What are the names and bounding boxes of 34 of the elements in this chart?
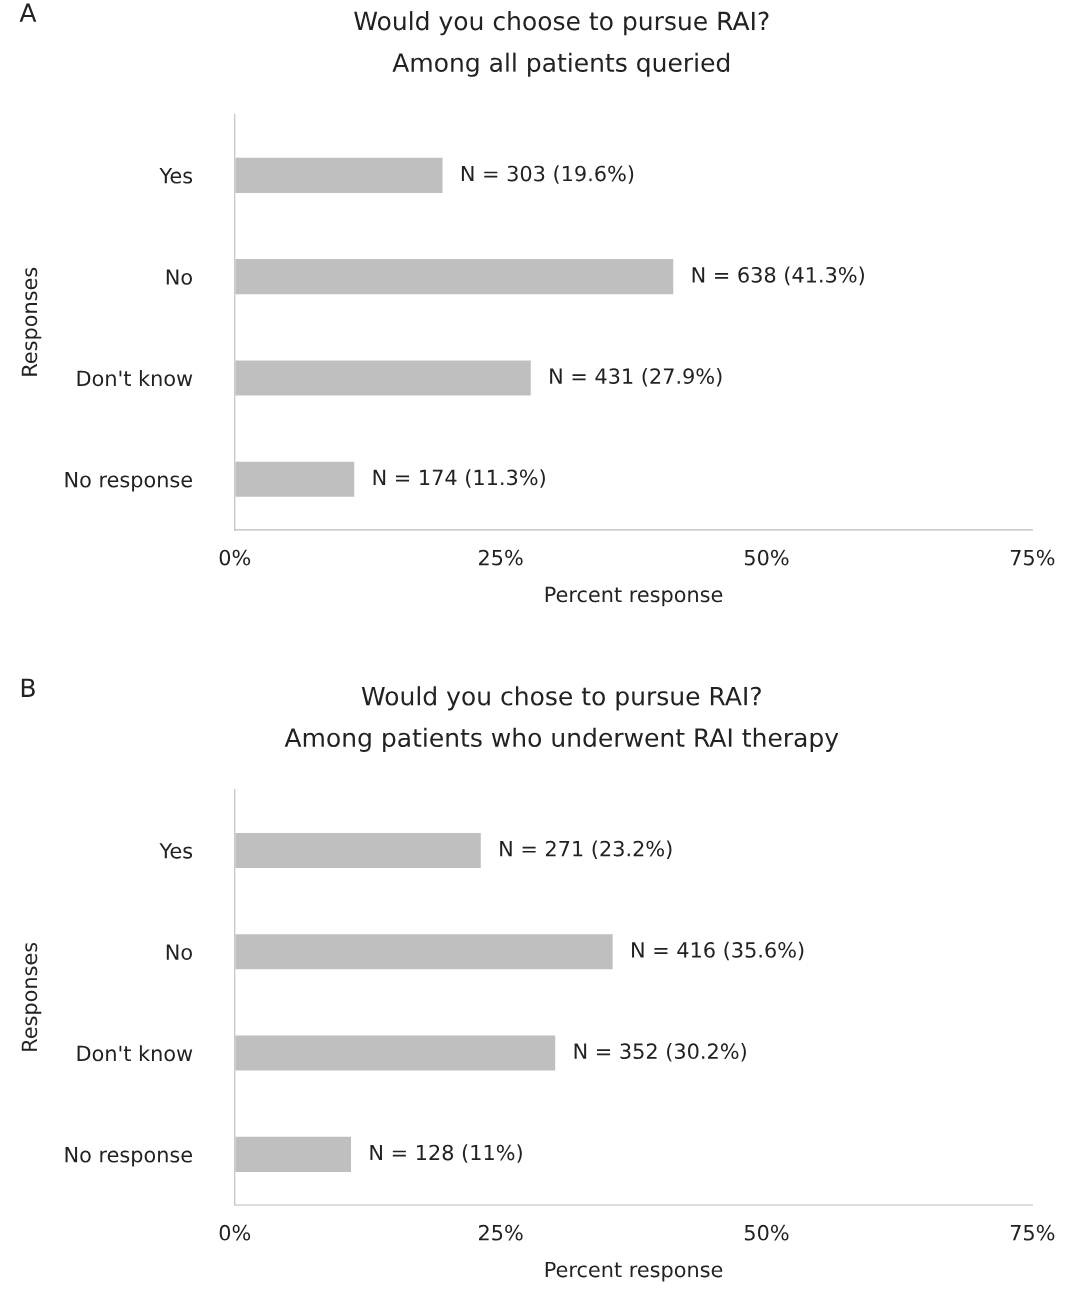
data-label: N = 174 (11.3%) bbox=[373, 469, 545, 488]
y-tick-label: No bbox=[166, 944, 192, 960]
y-tick-label: No response bbox=[65, 1147, 192, 1167]
x-tick-label: 25% bbox=[479, 549, 523, 566]
x-tick-label: 50% bbox=[744, 549, 789, 566]
chart-title: Would you choose to pursue RAI? bbox=[354, 11, 769, 36]
chart-subtitle: Among patients who underwent RAI therapy bbox=[284, 727, 839, 752]
data-label: N = 431 (27.9%) bbox=[550, 367, 722, 387]
data-label: N = 352 (30.2%) bbox=[574, 1042, 746, 1062]
data-label: N = 271 (23.2%) bbox=[500, 840, 672, 859]
x-tick-label: 75% bbox=[1010, 549, 1055, 566]
x-tick-label: 0% bbox=[219, 549, 251, 566]
data-label: N = 128 (11%) bbox=[370, 1144, 522, 1163]
y-tick-label: No response bbox=[65, 471, 192, 492]
y-tick-label: Yes bbox=[159, 168, 193, 184]
x-axis-title: Percent response bbox=[545, 1261, 723, 1282]
y-axis-title: Responses bbox=[21, 267, 42, 376]
x-tick-label: 75% bbox=[1010, 1224, 1055, 1241]
data-label: N = 638 (41.3%) bbox=[692, 266, 864, 286]
y-tick-label: Don't know bbox=[77, 370, 193, 387]
text: A bbox=[19, 3, 37, 22]
y-axis-title: Responses bbox=[21, 942, 42, 1051]
x-tick-label: 0% bbox=[219, 1224, 251, 1241]
chart-subtitle: Among all patients queried bbox=[392, 52, 730, 77]
x-tick-label: 50% bbox=[744, 1224, 789, 1241]
data-label: N = 416 (35.6%) bbox=[632, 941, 804, 961]
y-tick-label: No bbox=[166, 269, 192, 285]
data-label: N = 303 (19.6%) bbox=[461, 165, 634, 184]
chart-title: Would you chose to pursue RAI? bbox=[361, 686, 761, 711]
x-tick-label: 25% bbox=[479, 1224, 523, 1241]
y-tick-label: Yes bbox=[159, 843, 193, 859]
y-tick-label: Don't know bbox=[77, 1045, 193, 1062]
x-axis-title: Percent response bbox=[545, 586, 723, 607]
text: B bbox=[21, 678, 35, 697]
